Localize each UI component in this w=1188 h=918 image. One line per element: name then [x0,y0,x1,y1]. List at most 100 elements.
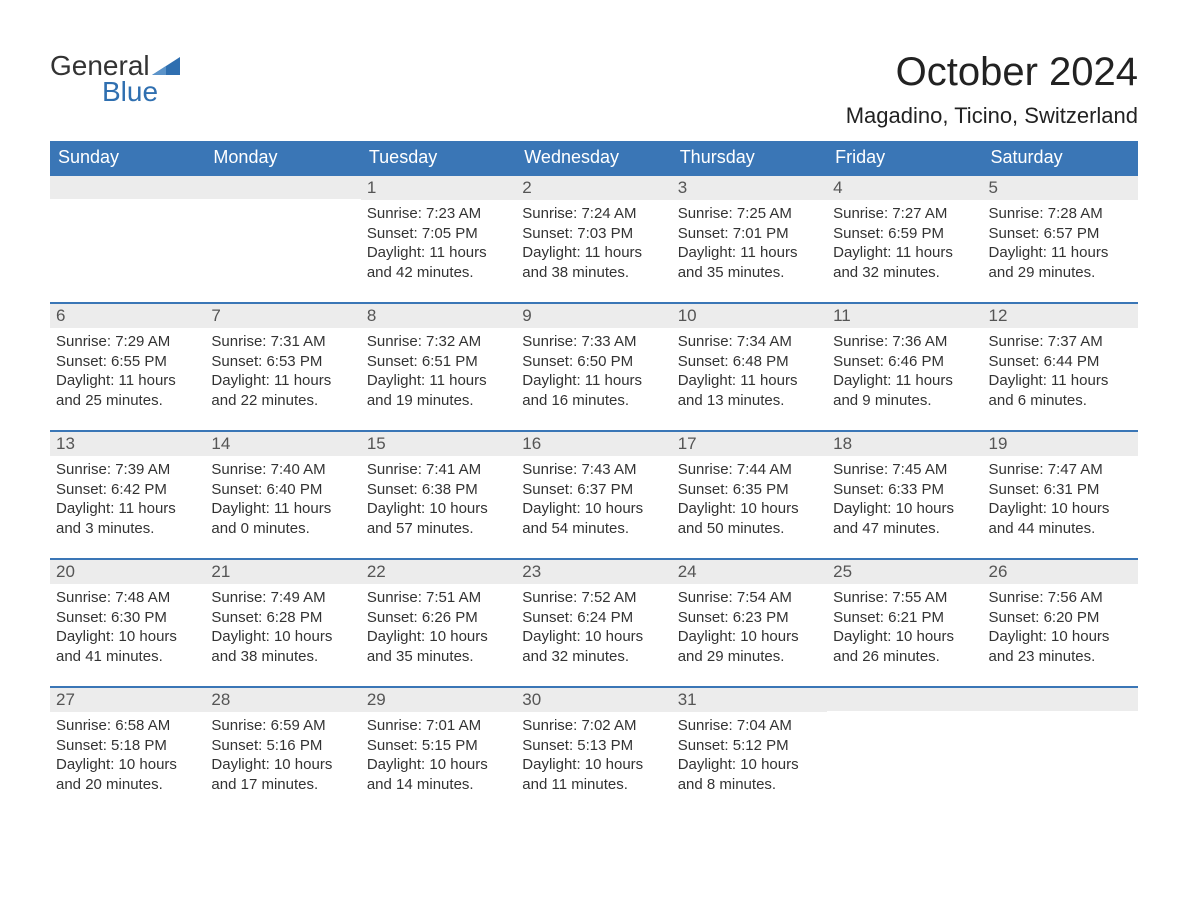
sunset-text: Sunset: 6:31 PM [989,480,1132,500]
day-number: 18 [827,430,982,456]
day-number: 23 [516,558,671,584]
day-number: 1 [361,174,516,200]
calendar-cell: 9Sunrise: 7:33 AMSunset: 6:50 PMDaylight… [516,302,671,430]
daylight-text-1: Daylight: 10 hours [833,627,976,647]
sunset-text: Sunset: 6:35 PM [678,480,821,500]
day-number: 10 [672,302,827,328]
daylight-text-1: Daylight: 11 hours [522,243,665,263]
daylight-text-1: Daylight: 11 hours [211,371,354,391]
day-number: 3 [672,174,827,200]
sunset-text: Sunset: 6:59 PM [833,224,976,244]
daylight-text-2: and 44 minutes. [989,519,1132,539]
calendar-cell: 22Sunrise: 7:51 AMSunset: 6:26 PMDayligh… [361,558,516,686]
sunrise-text: Sunrise: 7:40 AM [211,460,354,480]
daylight-text-2: and 22 minutes. [211,391,354,411]
calendar-cell: 1Sunrise: 7:23 AMSunset: 7:05 PMDaylight… [361,174,516,302]
calendar-cell: 26Sunrise: 7:56 AMSunset: 6:20 PMDayligh… [983,558,1138,686]
sunrise-text: Sunrise: 7:45 AM [833,460,976,480]
daylight-text-2: and 32 minutes. [833,263,976,283]
sunrise-text: Sunrise: 6:58 AM [56,716,199,736]
daylight-text-2: and 20 minutes. [56,775,199,795]
calendar-cell: 5Sunrise: 7:28 AMSunset: 6:57 PMDaylight… [983,174,1138,302]
day-content: Sunrise: 7:31 AMSunset: 6:53 PMDaylight:… [205,328,360,418]
weekday-row: Sunday Monday Tuesday Wednesday Thursday… [50,141,1138,174]
brand-logo: General Blue [50,50,180,108]
day-number: 30 [516,686,671,712]
sunset-text: Sunset: 6:33 PM [833,480,976,500]
sunset-text: Sunset: 6:55 PM [56,352,199,372]
day-number: 22 [361,558,516,584]
calendar-week-row: 6Sunrise: 7:29 AMSunset: 6:55 PMDaylight… [50,302,1138,430]
daylight-text-1: Daylight: 11 hours [833,371,976,391]
calendar-cell: 14Sunrise: 7:40 AMSunset: 6:40 PMDayligh… [205,430,360,558]
calendar-cell: 15Sunrise: 7:41 AMSunset: 6:38 PMDayligh… [361,430,516,558]
day-content: Sunrise: 6:58 AMSunset: 5:18 PMDaylight:… [50,712,205,802]
page-header: General Blue October 2024 Magadino, Tici… [50,50,1138,129]
daylight-text-2: and 35 minutes. [367,647,510,667]
calendar-cell: 8Sunrise: 7:32 AMSunset: 6:51 PMDaylight… [361,302,516,430]
day-number: 11 [827,302,982,328]
day-number: 8 [361,302,516,328]
sunrise-text: Sunrise: 7:51 AM [367,588,510,608]
day-content: Sunrise: 7:27 AMSunset: 6:59 PMDaylight:… [827,200,982,290]
daylight-text-2: and 8 minutes. [678,775,821,795]
day-content: Sunrise: 7:51 AMSunset: 6:26 PMDaylight:… [361,584,516,674]
daylight-text-2: and 54 minutes. [522,519,665,539]
sunrise-text: Sunrise: 7:34 AM [678,332,821,352]
calendar-cell: 21Sunrise: 7:49 AMSunset: 6:28 PMDayligh… [205,558,360,686]
sunrise-text: Sunrise: 7:24 AM [522,204,665,224]
calendar-cell: 28Sunrise: 6:59 AMSunset: 5:16 PMDayligh… [205,686,360,814]
daylight-text-2: and 3 minutes. [56,519,199,539]
daylight-text-2: and 29 minutes. [989,263,1132,283]
daylight-text-2: and 41 minutes. [56,647,199,667]
day-content-empty [205,199,360,279]
day-number: 4 [827,174,982,200]
sunrise-text: Sunrise: 7:29 AM [56,332,199,352]
day-number: 29 [361,686,516,712]
sunrise-text: Sunrise: 7:31 AM [211,332,354,352]
day-number: 15 [361,430,516,456]
daylight-text-2: and 38 minutes. [211,647,354,667]
day-content: Sunrise: 7:43 AMSunset: 6:37 PMDaylight:… [516,456,671,546]
calendar-cell: 16Sunrise: 7:43 AMSunset: 6:37 PMDayligh… [516,430,671,558]
weekday-header: Friday [827,141,982,174]
calendar-cell: 29Sunrise: 7:01 AMSunset: 5:15 PMDayligh… [361,686,516,814]
daylight-text-2: and 32 minutes. [522,647,665,667]
day-content: Sunrise: 7:37 AMSunset: 6:44 PMDaylight:… [983,328,1138,418]
day-number-empty [205,174,360,199]
day-content: Sunrise: 7:49 AMSunset: 6:28 PMDaylight:… [205,584,360,674]
sunset-text: Sunset: 7:01 PM [678,224,821,244]
sunset-text: Sunset: 6:48 PM [678,352,821,372]
sunrise-text: Sunrise: 7:54 AM [678,588,821,608]
daylight-text-2: and 47 minutes. [833,519,976,539]
sunset-text: Sunset: 5:16 PM [211,736,354,756]
daylight-text-1: Daylight: 11 hours [56,371,199,391]
day-content: Sunrise: 7:02 AMSunset: 5:13 PMDaylight:… [516,712,671,802]
calendar-cell: 4Sunrise: 7:27 AMSunset: 6:59 PMDaylight… [827,174,982,302]
sunrise-text: Sunrise: 7:48 AM [56,588,199,608]
day-content: Sunrise: 7:44 AMSunset: 6:35 PMDaylight:… [672,456,827,546]
sunrise-text: Sunrise: 7:28 AM [989,204,1132,224]
daylight-text-2: and 17 minutes. [211,775,354,795]
sunset-text: Sunset: 6:40 PM [211,480,354,500]
day-content: Sunrise: 7:34 AMSunset: 6:48 PMDaylight:… [672,328,827,418]
sunset-text: Sunset: 6:23 PM [678,608,821,628]
daylight-text-1: Daylight: 10 hours [56,627,199,647]
day-content: Sunrise: 7:52 AMSunset: 6:24 PMDaylight:… [516,584,671,674]
sunrise-text: Sunrise: 7:39 AM [56,460,199,480]
sunset-text: Sunset: 5:13 PM [522,736,665,756]
calendar-week-row: 27Sunrise: 6:58 AMSunset: 5:18 PMDayligh… [50,686,1138,814]
daylight-text-1: Daylight: 11 hours [989,371,1132,391]
day-content: Sunrise: 7:33 AMSunset: 6:50 PMDaylight:… [516,328,671,418]
day-content: Sunrise: 7:41 AMSunset: 6:38 PMDaylight:… [361,456,516,546]
sunrise-text: Sunrise: 7:47 AM [989,460,1132,480]
daylight-text-1: Daylight: 11 hours [678,243,821,263]
sunrise-text: Sunrise: 7:25 AM [678,204,821,224]
day-number-empty [983,686,1138,711]
day-content: Sunrise: 7:01 AMSunset: 5:15 PMDaylight:… [361,712,516,802]
day-content: Sunrise: 7:40 AMSunset: 6:40 PMDaylight:… [205,456,360,546]
day-content: Sunrise: 7:04 AMSunset: 5:12 PMDaylight:… [672,712,827,802]
location-text: Magadino, Ticino, Switzerland [846,103,1138,129]
day-content-empty [983,711,1138,723]
daylight-text-2: and 29 minutes. [678,647,821,667]
